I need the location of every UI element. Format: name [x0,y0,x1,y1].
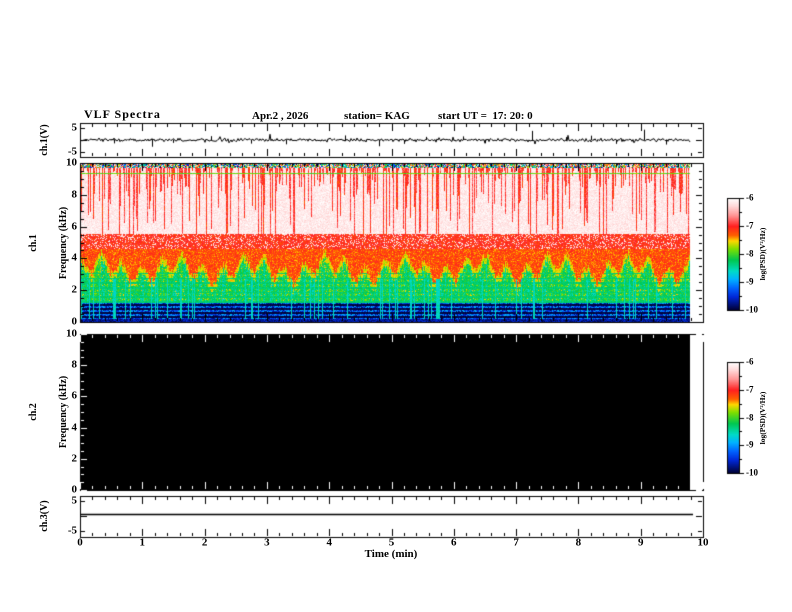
ch3-volt-tick-label: 5 [71,494,78,507]
ch2-freq-tick-label: 10 [66,327,77,340]
ch1-frequency-axis-label: ch.1 Frequency (kHz) [9,207,89,279]
ch2-axis-line2: Frequency (kHz) [58,375,69,449]
colorbar1-tick-label: -7 [746,220,754,231]
date-label: Apr.2 , 2026 [252,110,309,122]
ch1-freq-tick-label: 2 [71,283,78,296]
ch2-frequency-axis-label: ch.2 Frequency (kHz) [9,376,89,448]
ch1-freq-tick-label: 10 [66,156,77,169]
x-tick-label: 4 [326,536,332,549]
start-ut-label: start UT = 17: 20: 0 [438,110,533,122]
station-label: station= KAG [344,110,410,122]
x-tick-label: 10 [697,536,709,549]
x-tick-label: 7 [513,536,519,549]
ch1-freq-tick-label: 8 [71,188,78,201]
colorbar1-tick-label: -6 [746,192,754,203]
colorbar2-tick-label: -8 [746,412,754,422]
ch2-freq-tick-label: 2 [71,452,78,465]
ch1-freq-tick-label: 6 [71,220,78,233]
x-tick-label: 8 [575,536,582,549]
x-tick-label: 9 [637,536,644,549]
colorbar2-tick-label: -9 [746,439,754,450]
colorbar2-tick-label: -6 [746,356,754,367]
ch2-freq-tick-label: 0 [71,483,78,496]
ch1-freq-tick-label: 4 [71,251,78,264]
ch1-axis-line1: ch.1 [28,234,39,252]
ch1-volt-tick-label: -5 [67,145,77,158]
ch2-axis-line1: ch.2 [28,403,39,421]
x-tick-label: 6 [451,536,457,549]
figure-title: VLF Spectra [84,107,161,121]
ch3-volt-tick-label: -5 [67,524,77,537]
ch1-volt-tick-label: 5 [71,121,78,134]
x-tick-label: 3 [264,536,270,549]
colorbar1-axis-label: log(PSD)(V²/Hz) [758,227,767,281]
x-tick-label: 5 [388,536,395,549]
colorbar2-tick-label: -7 [746,384,754,395]
colorbar2-axis-label: log(PSD)(V²/Hz) [758,391,767,445]
x-axis-label: Time (min) [364,548,418,560]
ch1-freq-tick-label: 0 [71,315,78,328]
colorbar1-tick-label: -8 [746,248,754,259]
ch1-voltage-axis-label: ch.1(V) [39,124,50,156]
x-tick-label: 1 [139,536,146,549]
colorbar1-tick-label: -10 [746,304,758,315]
x-tick-label: 2 [201,536,208,549]
ch2-freq-tick-label: 6 [71,389,78,402]
colorbar1-tick-label: -9 [746,276,754,287]
ch2-freq-tick-label: 8 [71,358,78,371]
ch2-freq-tick-label: 4 [71,421,78,434]
x-tick-label: 0 [77,536,83,549]
ch3-voltage-axis-label: ch.3(V) [39,500,50,532]
colorbar2-tick-label: -10 [746,467,758,478]
ch1-axis-line2: Frequency (kHz) [58,206,69,280]
